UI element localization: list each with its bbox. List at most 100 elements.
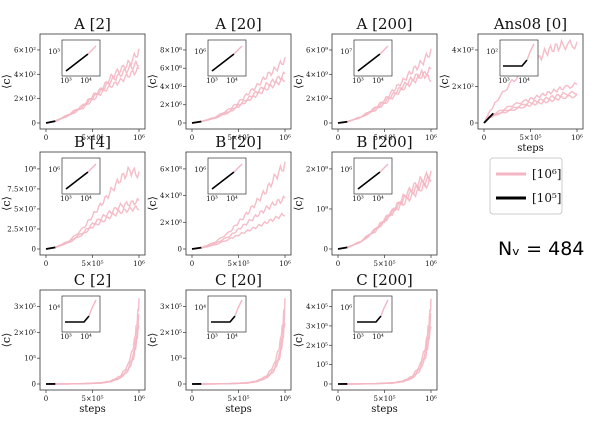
y-axis-label: ⟨c⟩ xyxy=(146,333,159,348)
inset-x-tick-label: 10⁴ xyxy=(226,195,238,203)
inset-line-1e5 xyxy=(357,171,381,190)
series-line-1e5 xyxy=(483,112,494,124)
x-tick-label: 0 xyxy=(190,260,194,268)
y-tick-label: 2×10⁸ xyxy=(160,219,182,227)
nv-annotation: Nᵥ = 484 xyxy=(498,238,584,260)
inset-line-1e6 xyxy=(87,45,97,55)
x-tick-label: 0 xyxy=(336,134,340,142)
y-axis-label: ⟨c⟩ xyxy=(292,196,305,211)
y-tick-label: 2.5×10⁷ xyxy=(7,225,36,233)
x-tick-label: 0 xyxy=(336,395,340,403)
x-tick-label: 5×10⁵ xyxy=(227,260,249,268)
inset-x-tick-label: 10⁴ xyxy=(372,333,384,341)
panel-title: C [200] xyxy=(356,271,413,289)
y-tick-label: 0 xyxy=(470,120,474,128)
y-axis-label: ⟨c⟩ xyxy=(146,74,159,89)
y-axis-label: ⟨c⟩ xyxy=(0,196,13,211)
y-tick-label: 2×10⁶ xyxy=(160,101,182,109)
y-tick-label: 2×10⁵ xyxy=(14,329,36,337)
panel-7: B [200] ⟨c⟩ 0 5×10⁵ 10⁶ 0 10⁹ 2×10⁹ 10³ 10⁴ 10⁶ xyxy=(292,133,438,268)
y-tick-label: 4×10⁵ xyxy=(306,303,328,311)
inset-line-1e6 xyxy=(526,43,535,61)
inset-line-1e6 xyxy=(379,163,389,173)
inset-y-tick-label: 10⁴ xyxy=(48,304,60,312)
y-tick-label: 0 xyxy=(178,120,182,128)
y-tick-label: 2×10⁹ xyxy=(306,95,328,103)
x-axis-label: steps xyxy=(517,143,544,154)
inset-x-tick-label: 10⁴ xyxy=(80,77,92,85)
series-line-1e6 xyxy=(45,59,140,124)
y-tick-label: 6×10⁸ xyxy=(160,165,182,173)
inset-x-tick-label: 10³ xyxy=(206,333,218,341)
inset-plot: 10³ 10⁴ 10² xyxy=(486,39,539,85)
inset-x-tick-label: 10⁴ xyxy=(80,195,92,203)
inset-line-1e5 xyxy=(357,315,382,323)
inset-plot: 10³ 10⁴ 10⁴ xyxy=(48,295,101,341)
inset-y-tick-label: 10⁶ xyxy=(48,166,60,174)
y-axis-label: ⟨c⟩ xyxy=(292,333,305,348)
inset-x-tick-label: 10⁴ xyxy=(518,77,530,85)
y-tick-label: 6×10⁹ xyxy=(306,46,328,54)
inset-y-tick-label: 10⁶ xyxy=(194,48,206,56)
inset-line-1e5 xyxy=(65,53,89,72)
inset-y-tick-label: 10³ xyxy=(48,48,60,56)
inset-y-tick-label: 10⁶ xyxy=(194,166,206,174)
y-tick-label: 6×10² xyxy=(14,46,36,54)
x-axis-label: steps xyxy=(79,404,106,415)
panel-title: B [4] xyxy=(74,133,111,151)
inset-frame xyxy=(353,295,393,333)
y-tick-label: 4×10⁹ xyxy=(306,71,328,79)
inset-line-1e6 xyxy=(87,163,97,173)
inset-x-tick-label: 10⁴ xyxy=(372,77,384,85)
x-tick-label: 0 xyxy=(44,134,48,142)
series-line-1e5 xyxy=(191,246,202,250)
y-tick-label: 4×10² xyxy=(452,46,474,54)
panel-title: A [20] xyxy=(214,15,261,33)
y-tick-label: 10⁵ xyxy=(316,361,328,369)
x-tick-label: 10⁶ xyxy=(425,134,437,142)
inset-x-tick-label: 10⁴ xyxy=(80,333,92,341)
series-line-1e5 xyxy=(337,120,348,124)
inset-line-1e5 xyxy=(211,315,236,323)
y-tick-label: 10⁹ xyxy=(316,205,328,213)
y-tick-label: 4×10⁸ xyxy=(160,192,182,200)
inset-line-1e5 xyxy=(503,59,528,67)
y-tick-label: 2×10² xyxy=(14,95,36,103)
inset-x-tick-label: 10³ xyxy=(60,195,72,203)
inset-plot: 10³ 10⁴ 10⁶ xyxy=(340,157,393,203)
y-tick-label: 3×10⁵ xyxy=(14,303,36,311)
panel-title: C [2] xyxy=(74,271,112,289)
series-line-1e6 xyxy=(338,326,432,385)
x-tick-label: 10⁶ xyxy=(133,260,145,268)
inset-y-tick-label: 10⁶ xyxy=(340,304,352,312)
x-tick-label: 5×10⁵ xyxy=(81,260,103,268)
series-line-1e6 xyxy=(46,325,140,385)
y-tick-label: 4×10² xyxy=(14,71,36,79)
legend-label-1e6: [10⁶] xyxy=(532,167,561,181)
inset-y-tick-label: 10² xyxy=(486,48,498,56)
series-line-1e6 xyxy=(191,76,286,124)
y-tick-label: 10⁸ xyxy=(24,165,36,173)
panel-9: C [20] ⟨c⟩ 0 5×10⁵ 10⁶ 0 10⁵ 2×10⁵ 3×10⁵ steps 10³… xyxy=(146,271,292,415)
series-line-1e6 xyxy=(337,68,432,124)
x-tick-label: 10⁶ xyxy=(425,260,437,268)
x-tick-label: 5×10⁵ xyxy=(373,395,395,403)
inset-plot: 10³ 10⁴ 10⁶ xyxy=(194,39,247,85)
panel-title: A [200] xyxy=(356,15,413,33)
y-tick-label: 6×10⁶ xyxy=(160,65,182,73)
series-line-1e6 xyxy=(191,212,286,250)
panel-title: Ans08 [0] xyxy=(493,15,567,33)
x-tick-label: 5×10⁵ xyxy=(519,134,541,142)
inset-x-tick-label: 10³ xyxy=(352,195,364,203)
inset-frame xyxy=(207,295,247,333)
inset-plot: 10³ 10⁴ 10⁶ xyxy=(194,157,247,203)
y-tick-label: 0 xyxy=(178,246,182,254)
legend-box xyxy=(489,157,563,215)
inset-line-1e5 xyxy=(357,53,381,72)
panel-10: C [200] ⟨c⟩ 0 5×10⁵ 10⁶ 0 10⁵ 2×10⁵ 3×10⁵ 4×10⁵ st… xyxy=(292,271,438,415)
inset-y-tick-label: 10⁷ xyxy=(340,48,352,56)
y-tick-label: 2×10⁹ xyxy=(306,165,328,173)
inset-x-tick-label: 10³ xyxy=(206,195,218,203)
